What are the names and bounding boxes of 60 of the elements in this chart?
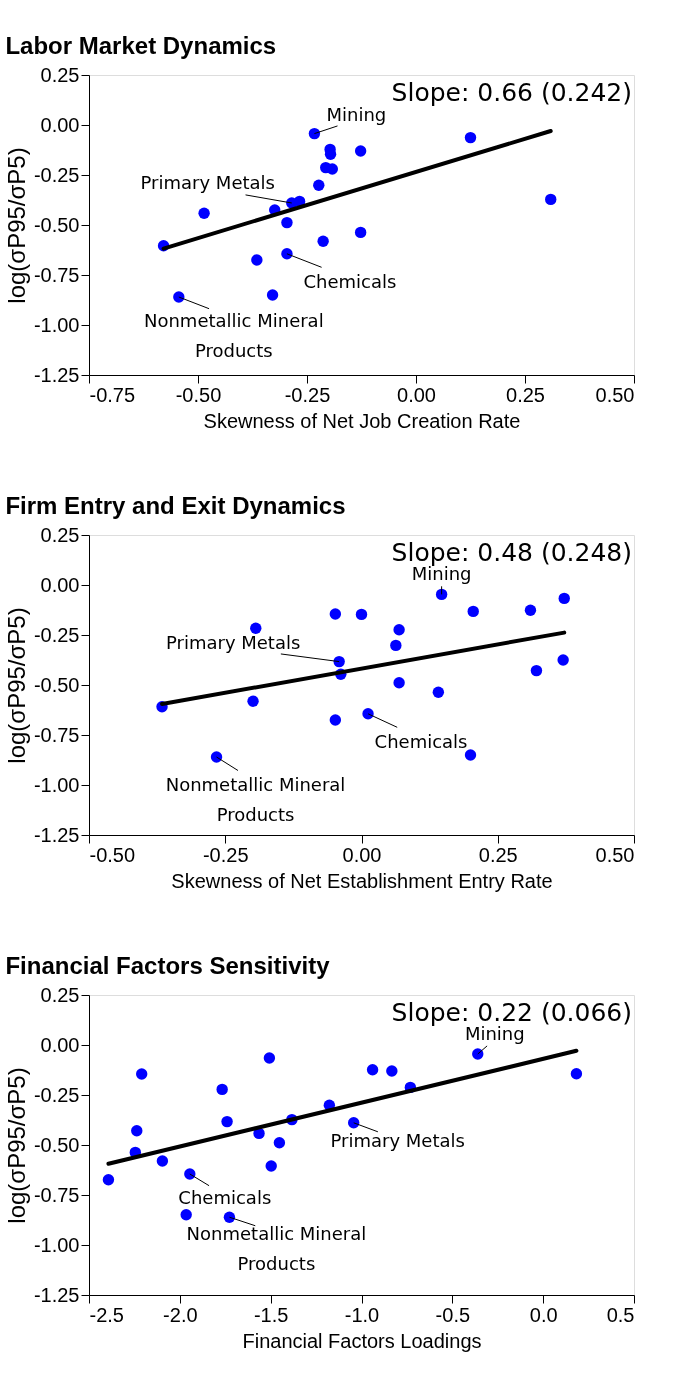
y-tick-label: -1.00 — [33, 773, 80, 796]
y-axis-title: log(σP95/σP5) — [2, 607, 30, 764]
x-tick-label: -0.25 — [202, 843, 249, 866]
y-tick-label: -0.50 — [33, 673, 80, 696]
annotation: Primary Metals — [165, 631, 301, 653]
x-tick-label: 0.00 — [342, 843, 382, 866]
x-tick-label: 0.25 — [506, 383, 545, 406]
x-tick-label: -2.5 — [89, 1303, 124, 1326]
x-axis-title: Financial Factors Loadings — [242, 1329, 482, 1352]
annotation: Nonmetallic Mineral Products — [165, 774, 346, 825]
annotation: Slope: 0.66 (0.242) — [391, 78, 632, 107]
x-tick-label: 0.00 — [397, 383, 436, 406]
x-axis-title: Skewness of Net Establishment Entry Rate — [171, 869, 553, 892]
x-tick-label: -0.5 — [435, 1303, 471, 1326]
y-axis-title: log(σP95/σP5) — [2, 147, 30, 304]
y-tick-label: -1.25 — [33, 363, 80, 386]
y-tick-label: -0.50 — [33, 213, 80, 236]
x-tick-label: 0.5 — [606, 1303, 635, 1326]
x-tick-label: -1.0 — [344, 1303, 380, 1326]
x-tick-label: 0.0 — [529, 1303, 558, 1326]
y-tick-label: -0.75 — [33, 263, 80, 286]
annotation: Slope: 0.48 (0.248) — [391, 538, 632, 567]
y-tick-label: 0.25 — [40, 523, 80, 546]
annotation: Nonmetallic Mineral Products — [143, 310, 324, 361]
x-tick-label: 0.50 — [595, 843, 635, 866]
x-tick-label: 0.50 — [595, 383, 635, 406]
y-tick-label: 0.00 — [40, 113, 80, 136]
y-tick-label: -1.25 — [33, 823, 80, 846]
y-axis-title: log(σP95/σP5) — [2, 1067, 30, 1224]
chart-title: Labor Market Dynamics — [5, 32, 277, 59]
x-tick-label: -0.25 — [284, 383, 331, 406]
y-tick-label: -0.50 — [33, 1133, 80, 1156]
x-tick-label: 0.25 — [478, 843, 518, 866]
x-tick-label: -0.75 — [89, 383, 136, 406]
y-tick-label: 0.00 — [40, 1033, 80, 1056]
y-tick-label: -0.25 — [33, 623, 80, 646]
annotation: Chemicals — [374, 730, 468, 752]
y-tick-label: -1.00 — [33, 1233, 80, 1256]
y-tick-label: 0.25 — [40, 63, 80, 86]
chart-title: Firm Entry and Exit Dynamics — [5, 492, 346, 519]
y-tick-label: -0.75 — [33, 1183, 80, 1206]
annotation: Mining — [326, 103, 387, 125]
annotation: Primary Metals — [330, 1129, 465, 1151]
x-tick-label: -2.0 — [163, 1303, 198, 1326]
annotation: Primary Metals — [140, 172, 275, 193]
x-tick-label: -0.50 — [175, 383, 222, 406]
y-tick-label: 0.00 — [40, 573, 80, 596]
x-tick-label: -1.5 — [253, 1303, 289, 1326]
y-tick-label: -0.25 — [33, 163, 80, 186]
x-axis-title: Skewness of Net Job Creation Rate — [203, 409, 521, 432]
x-tick-label: -0.50 — [89, 843, 136, 866]
chart-title: Financial Factors Sensitivity — [5, 952, 331, 979]
y-tick-label: -1.25 — [33, 1283, 80, 1306]
annotation: Chemicals — [178, 1187, 272, 1208]
annotation: Chemicals — [303, 270, 397, 292]
y-tick-label: -0.75 — [33, 723, 80, 746]
y-tick-label: -0.25 — [33, 1083, 80, 1106]
annotation: Nonmetallic Mineral Products — [186, 1223, 367, 1275]
y-tick-label: 0.25 — [40, 983, 80, 1006]
y-tick-label: -1.00 — [33, 313, 80, 336]
